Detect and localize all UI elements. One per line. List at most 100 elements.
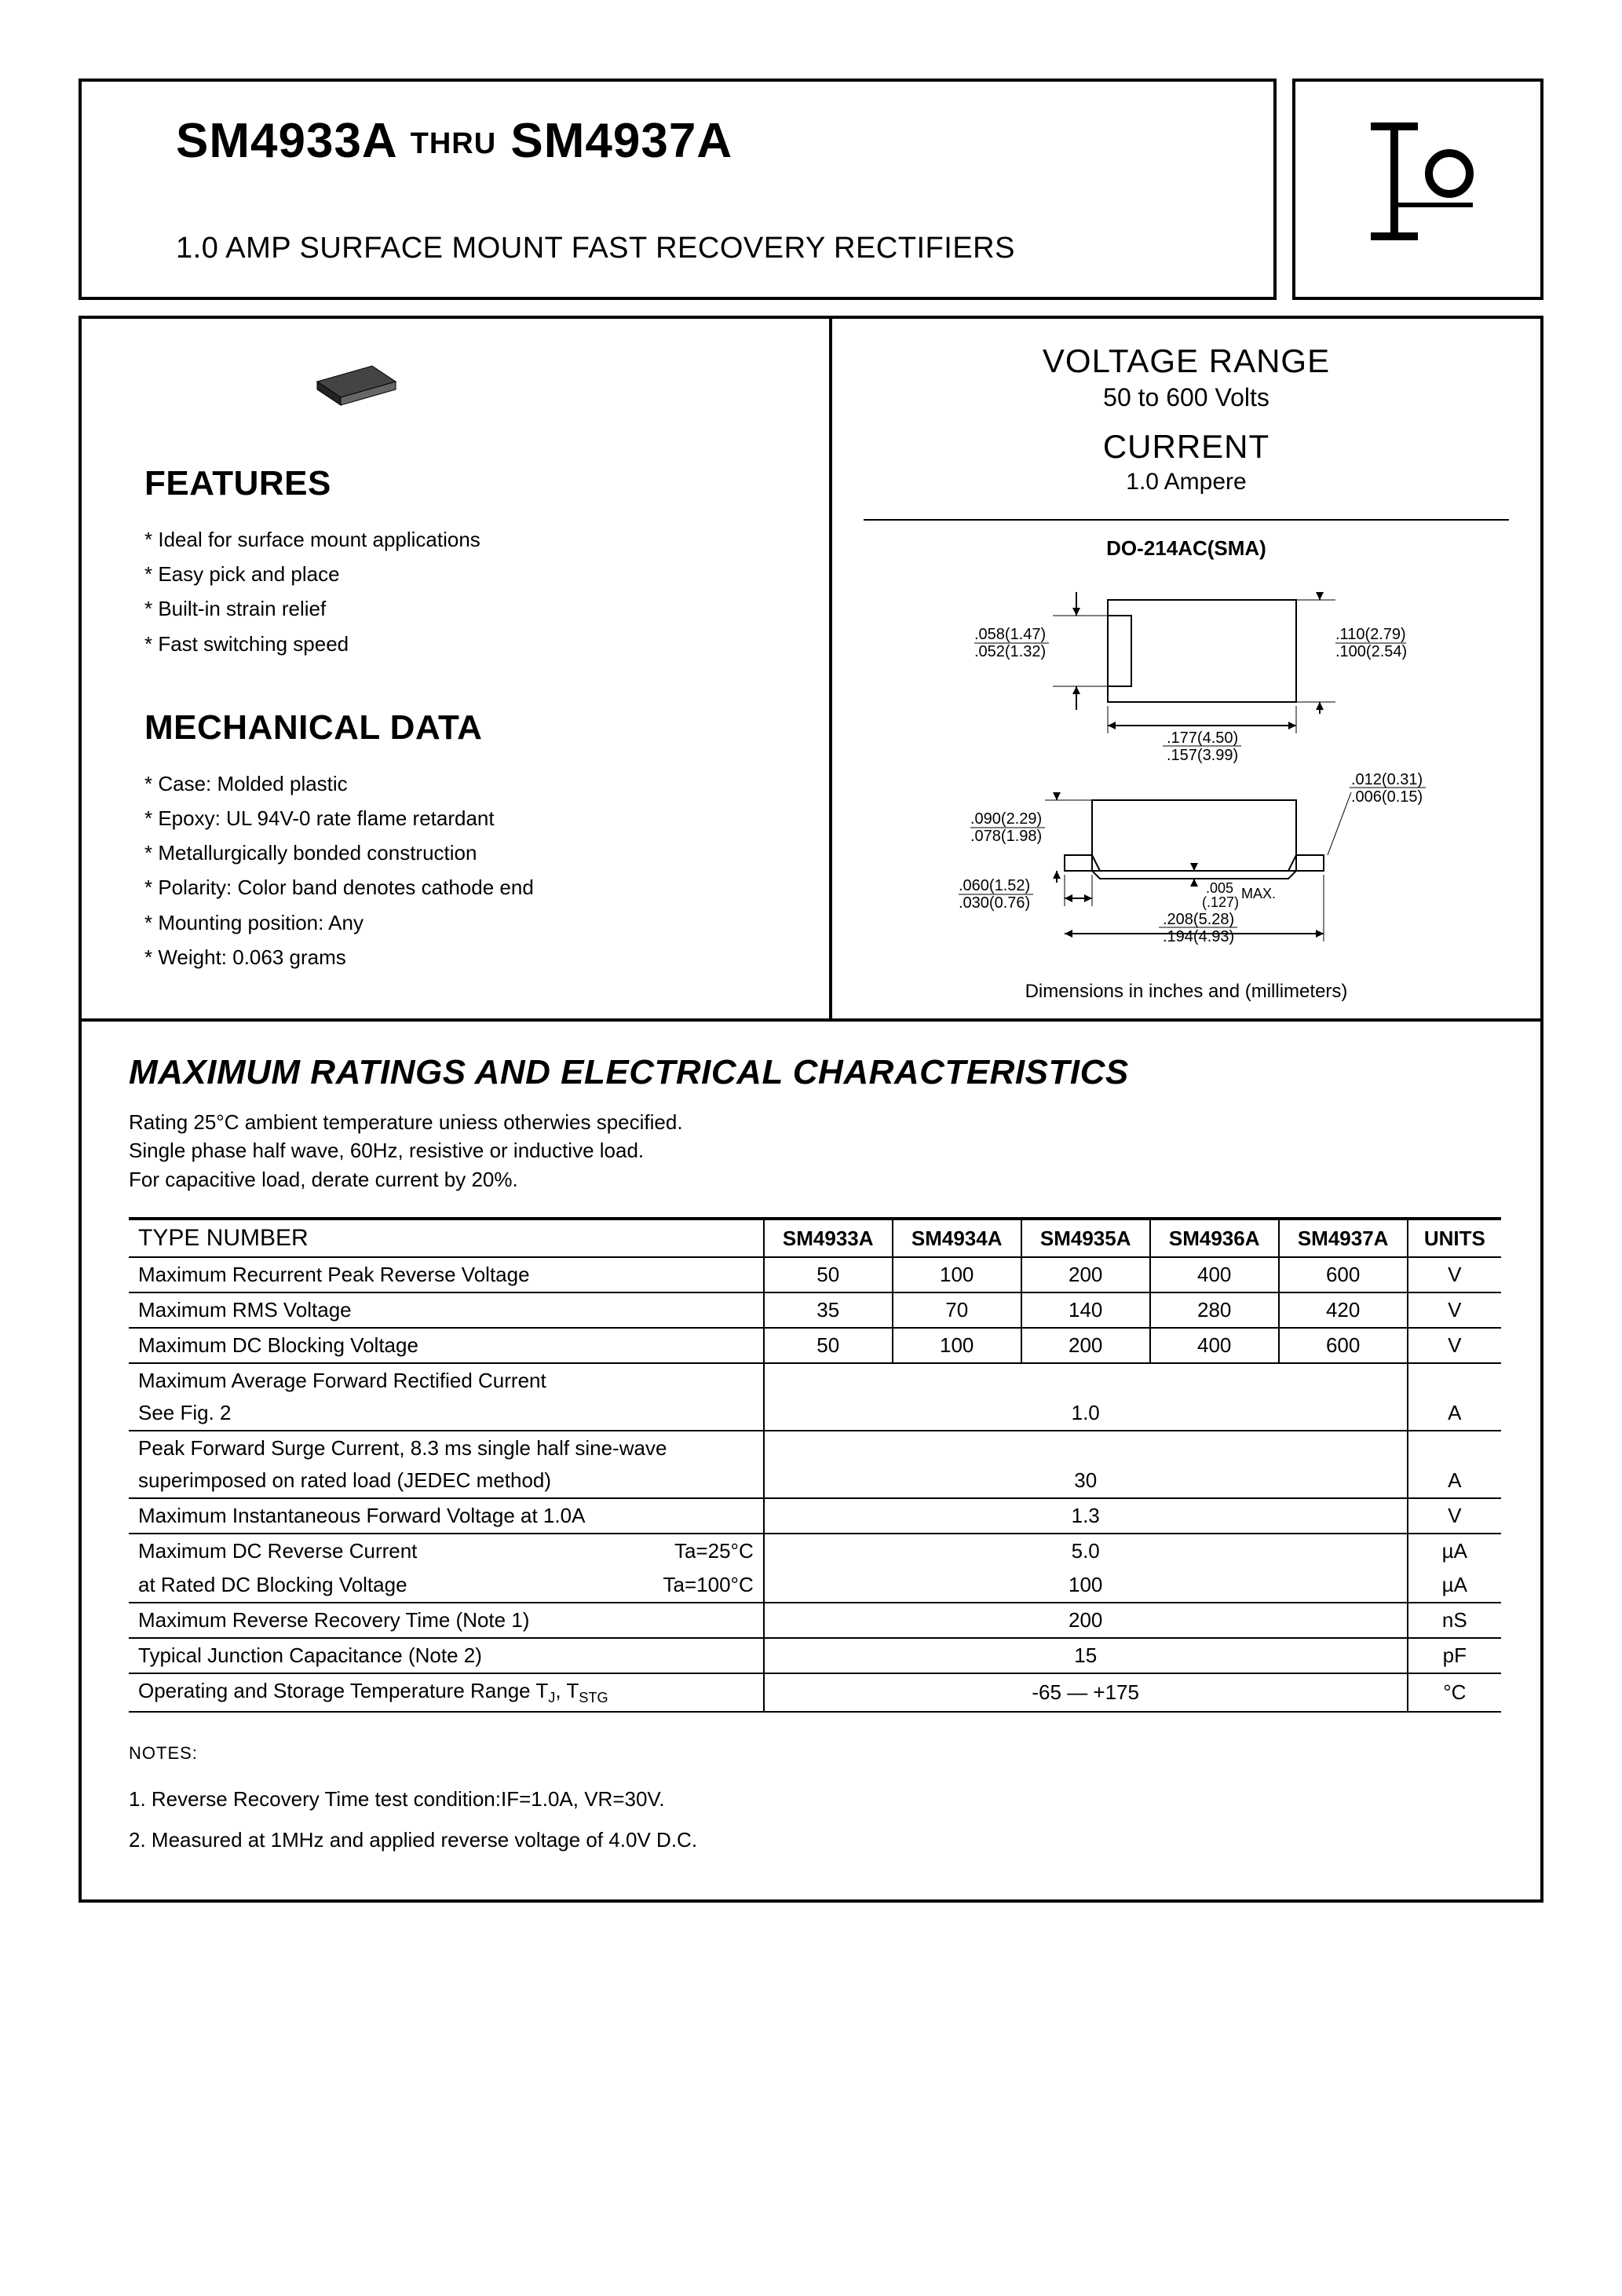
package-diagram: .058(1.47) .052(1.32) .110(2.79) .100(2.… <box>935 576 1438 957</box>
row-value: 200 <box>1021 1257 1150 1292</box>
row-unit: V <box>1408 1292 1501 1328</box>
row-value: 100 <box>893 1328 1021 1363</box>
thru-text: THRU <box>411 127 497 160</box>
row-unit: °C <box>1408 1673 1501 1712</box>
datasheet-page: SM4933A THRU SM4937A 1.0 AMP SURFACE MOU… <box>79 79 1543 1903</box>
notes-section: NOTES: 1. Reverse Recovery Time test con… <box>129 1736 1501 1860</box>
chip-icon <box>301 342 790 417</box>
row-unit: V <box>1408 1498 1501 1534</box>
row-value: 140 <box>1021 1292 1150 1328</box>
logo-icon <box>1347 111 1489 268</box>
table-row: Maximum RMS Voltage3570140280420V <box>129 1292 1501 1328</box>
row-value: 600 <box>1279 1328 1408 1363</box>
ratings-table: TYPE NUMBER SM4933A SM4934A SM4935A SM49… <box>129 1217 1501 1713</box>
package-label: DO-214AC(SMA) <box>864 536 1509 561</box>
row-label: Maximum RMS Voltage <box>129 1292 764 1328</box>
table-row: Maximum Instantaneous Forward Voltage at… <box>129 1498 1501 1534</box>
row-value: 70 <box>893 1292 1021 1328</box>
dim-label: .208(5.28) <box>1163 911 1234 928</box>
row-value: 400 <box>1150 1257 1279 1292</box>
part-header: SM4933A <box>764 1219 893 1257</box>
notes-label: NOTES: <box>129 1736 1501 1771</box>
row-label: Maximum Average Forward Rectified Curren… <box>129 1363 764 1431</box>
dim-label: .110(2.79) <box>1335 626 1406 643</box>
row-value: 15 <box>764 1638 1408 1673</box>
voltage-range-value: 50 to 600 Volts <box>864 383 1509 412</box>
row-value: 200 <box>1021 1328 1150 1363</box>
table-header-row: TYPE NUMBER SM4933A SM4934A SM4935A SM49… <box>129 1219 1501 1257</box>
part-from: SM4933A <box>176 114 396 168</box>
table-row: Maximum Recurrent Peak Reverse Voltage50… <box>129 1257 1501 1292</box>
dim-label: .005 <box>1206 880 1233 896</box>
row-label: Maximum DC Blocking Voltage <box>129 1328 764 1363</box>
row-value: 400 <box>1150 1328 1279 1363</box>
ratings-note: Rating 25°C ambient temperature uniess o… <box>129 1108 1501 1194</box>
dim-label: .052(1.32) <box>974 643 1046 660</box>
dim-label: .012(0.31) <box>1351 771 1423 788</box>
row-value: 280 <box>1150 1292 1279 1328</box>
dim-label: (.127) <box>1202 894 1239 910</box>
part-header: SM4934A <box>893 1219 1021 1257</box>
row-label: Maximum Instantaneous Forward Voltage at… <box>129 1498 764 1534</box>
dim-label: .090(2.29) <box>970 810 1042 828</box>
title-box: SM4933A THRU SM4937A 1.0 AMP SURFACE MOU… <box>79 79 1277 300</box>
note-item: 2. Measured at 1MHz and applied reverse … <box>129 1819 1501 1860</box>
row-unit: A <box>1408 1363 1501 1431</box>
header-row: SM4933A THRU SM4937A 1.0 AMP SURFACE MOU… <box>79 79 1543 300</box>
features-title: FEATURES <box>144 464 790 503</box>
row-value: 100 <box>893 1257 1021 1292</box>
row-unit: µA <box>1408 1568 1501 1603</box>
feature-item: Fast switching speed <box>144 627 790 661</box>
dim-label: .030(0.76) <box>959 894 1030 912</box>
ratings-box: MAXIMUM RATINGS AND ELECTRICAL CHARACTER… <box>79 1022 1543 1903</box>
logo-box <box>1292 79 1543 300</box>
table-row: Operating and Storage Temperature Range … <box>129 1673 1501 1712</box>
package-area: DO-214AC(SMA) .058(1.47) . <box>864 519 1509 1003</box>
ratings-note-line: For capacitive load, derate current by 2… <box>129 1168 518 1191</box>
dim-label: .078(1.98) <box>970 828 1042 845</box>
mech-item: Weight: 0.063 grams <box>144 940 790 974</box>
left-column: FEATURES Ideal for surface mount applica… <box>82 319 832 1018</box>
row-unit: V <box>1408 1257 1501 1292</box>
mech-item: Polarity: Color band denotes cathode end <box>144 870 790 905</box>
ratings-note-line: Rating 25°C ambient temperature uniess o… <box>129 1110 683 1134</box>
mech-item: Mounting position: Any <box>144 905 790 940</box>
dim-label: .194(4.93) <box>1163 928 1234 945</box>
row-label: Maximum Recurrent Peak Reverse Voltage <box>129 1257 764 1292</box>
table-row: Maximum Average Forward Rectified Curren… <box>129 1363 1501 1431</box>
row-value: 35 <box>764 1292 893 1328</box>
mech-item: Metallurgically bonded construction <box>144 835 790 870</box>
dim-label: .157(3.99) <box>1167 747 1238 764</box>
row-value: 200 <box>764 1603 1408 1638</box>
ratings-note-line: Single phase half wave, 60Hz, resistive … <box>129 1139 644 1162</box>
row-unit: pF <box>1408 1638 1501 1673</box>
feature-item: Built-in strain relief <box>144 591 790 626</box>
mechanical-title: MECHANICAL DATA <box>144 708 790 748</box>
current-title: CURRENT <box>864 428 1509 466</box>
row-value: 5.0 <box>764 1534 1408 1568</box>
part-title: SM4933A THRU SM4937A <box>176 113 1226 169</box>
features-list: Ideal for surface mount applications Eas… <box>144 522 790 661</box>
mid-row: FEATURES Ideal for surface mount applica… <box>79 316 1543 1022</box>
dim-label: .100(2.54) <box>1335 643 1407 660</box>
dim-label: .060(1.52) <box>959 877 1030 894</box>
dim-label: MAX. <box>1241 886 1276 901</box>
row-unit: A <box>1408 1431 1501 1498</box>
row-label: Operating and Storage Temperature Range … <box>129 1673 764 1712</box>
row-unit: µA <box>1408 1534 1501 1568</box>
right-column: VOLTAGE RANGE 50 to 600 Volts CURRENT 1.… <box>832 319 1540 1018</box>
dim-label: .006(0.15) <box>1351 788 1423 806</box>
feature-item: Easy pick and place <box>144 557 790 591</box>
mech-item: Epoxy: UL 94V-0 rate flame retardant <box>144 801 790 835</box>
current-value: 1.0 Ampere <box>864 469 1509 495</box>
row-unit: V <box>1408 1328 1501 1363</box>
dim-label: .058(1.47) <box>974 626 1046 643</box>
mechanical-section: MECHANICAL DATA Case: Molded plastic Epo… <box>144 708 790 974</box>
subtitle: 1.0 AMP SURFACE MOUNT FAST RECOVERY RECT… <box>176 232 1226 265</box>
row-label: Typical Junction Capacitance (Note 2) <box>129 1638 764 1673</box>
dim-label: .177(4.50) <box>1167 729 1238 747</box>
row-value: 1.3 <box>764 1498 1408 1534</box>
part-to: SM4937A <box>510 114 732 168</box>
row-label: Maximum Reverse Recovery Time (Note 1) <box>129 1603 764 1638</box>
row-value: 420 <box>1279 1292 1408 1328</box>
